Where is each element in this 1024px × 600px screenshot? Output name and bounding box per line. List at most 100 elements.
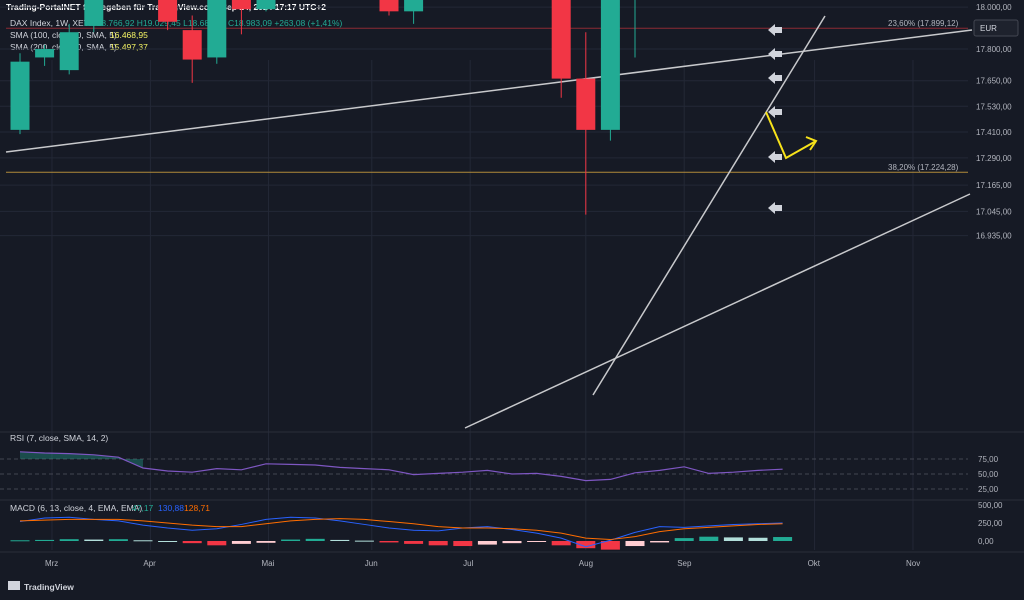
overlay-lines-layer: 0,00% (19.046,31)23,60% (17.899,12)38,20… [5, 15, 973, 429]
macd-tick-label: 250,00 [978, 519, 1003, 528]
candle-body [404, 0, 424, 12]
price-tick-label: 16.935,00 [976, 232, 1012, 241]
candle-body [207, 0, 227, 58]
macd-label: MACD (6, 13, close, 4, EMA, EMA) [10, 503, 142, 513]
time-tick-label: Jun [365, 559, 378, 568]
trendline [464, 193, 971, 429]
macd-histogram-bar [551, 541, 571, 546]
macd-value: 47,17 [132, 503, 154, 513]
time-tick-label: Aug [579, 559, 593, 568]
macd-histogram-bar [428, 541, 448, 546]
price-tick-label: 17.045,00 [976, 207, 1012, 216]
price-tick-label: 17.410,00 [976, 128, 1012, 137]
price-axis-layer: 18.800,0018.600,0018.400,0018.200,0018.0… [976, 3, 1012, 241]
symbol-label: DAX Index, 1W, XETR [10, 18, 95, 28]
macd-histogram-bar [281, 539, 301, 541]
macd-histogram-bar [527, 541, 547, 542]
marker-arrow-icon [768, 106, 782, 118]
time-tick-label: Okt [808, 559, 821, 568]
macd-histogram-bar [35, 539, 55, 541]
macd-histogram-bar [207, 541, 227, 546]
rsi-pane: 75,00 50,00 25,00 [0, 431, 1024, 494]
macd-histogram-bar [379, 541, 399, 543]
rsi-overbought-fill [20, 451, 143, 468]
candles-layer [10, 0, 636, 215]
macd-histogram-bar [305, 538, 325, 541]
marker-arrow-icon [768, 151, 782, 163]
macd-histogram-bar [576, 541, 596, 549]
candle-body [35, 49, 55, 58]
macd-histogram-bar [108, 539, 128, 541]
candle-body [10, 61, 30, 130]
candle-body [231, 0, 251, 10]
candle-body [379, 0, 399, 12]
trendline [592, 15, 826, 396]
time-tick-label: Mai [261, 559, 274, 568]
macd-histogram-bar [354, 540, 374, 542]
time-tick-label: Nov [906, 559, 920, 568]
macd-histogram-bar [502, 541, 522, 544]
macd-histogram-bar [699, 536, 719, 541]
candle-body [576, 78, 596, 130]
macd-histogram-bar [477, 541, 497, 545]
macd-histogram-bar [773, 537, 793, 541]
macd-histogram-bar [158, 541, 178, 542]
macd-histogram-bar [625, 541, 645, 547]
price-tick-label: 17.800,00 [976, 45, 1012, 54]
macd-histogram-bar [748, 537, 768, 541]
macd-histogram-bar [231, 541, 251, 544]
candle-body [59, 32, 79, 71]
projection-arrow [765, 111, 817, 160]
macd-pane: 500,00 250,00 0,00 [0, 499, 1024, 550]
candle-body [600, 0, 620, 130]
time-tick-label: Jul [463, 559, 473, 568]
signal-line-value: 128,71 [184, 503, 210, 513]
time-tick-label: Mrz [45, 559, 58, 568]
fib-level-label: 23,60% (17.899,12) [888, 19, 959, 28]
price-tick-label: 17.650,00 [976, 77, 1012, 86]
tradingview-logo: TradingView [8, 581, 74, 592]
marker-arrow-icon [768, 48, 782, 60]
price-tick-label: 18.000,00 [976, 3, 1012, 12]
marker-arrow-icon [768, 24, 782, 36]
time-tick-label: Sep [677, 559, 692, 568]
macd-histogram-bar [330, 539, 350, 541]
price-tick-label: 17.290,00 [976, 154, 1012, 163]
price-tick-label: 17.165,00 [976, 181, 1012, 190]
macd-histogram-bar [133, 540, 153, 542]
currency-button[interactable] [973, 19, 1019, 37]
grid-layer [0, 6, 968, 550]
time-axis-layer: Mrz Apr Mai Jun Jul Aug Sep Okt Nov [0, 551, 1024, 568]
rsi-tick-label: 50,00 [978, 470, 999, 479]
candle-body [182, 30, 202, 60]
macd-histogram-bar [723, 537, 743, 541]
trendline [5, 29, 973, 153]
macd-tick-label: 500,00 [978, 501, 1003, 510]
sma100-value: 16.468,95 [110, 30, 148, 40]
marker-arrow-icon [768, 72, 782, 84]
price-tick-label: 17.530,00 [976, 102, 1012, 111]
candle-body [256, 0, 276, 10]
macd-histogram-bar [182, 541, 202, 544]
rsi-label: RSI (7, close, SMA, 14, 2) [10, 433, 108, 443]
signal-line [19, 518, 783, 541]
rsi-line [19, 451, 783, 482]
macd-histogram-bar [674, 538, 694, 541]
macd-histogram-bar [256, 541, 276, 543]
rsi-tick-label: 75,00 [978, 455, 999, 464]
macd-histogram-bar [59, 539, 79, 541]
fib-level-label: 38,20% (17.224,28) [888, 163, 959, 172]
macd-line [19, 516, 783, 548]
rsi-tick-label: 25,00 [978, 485, 999, 494]
tradingview-logo-icon [8, 581, 20, 590]
time-tick-label: Apr [143, 559, 156, 568]
macd-histogram-bar [650, 541, 670, 543]
candle-body [158, 0, 178, 22]
logo-text: TradingView [24, 582, 74, 592]
macd-histogram-bar [600, 541, 620, 550]
projection-arrow-head [805, 136, 818, 151]
macd-histogram-bar [404, 541, 424, 544]
